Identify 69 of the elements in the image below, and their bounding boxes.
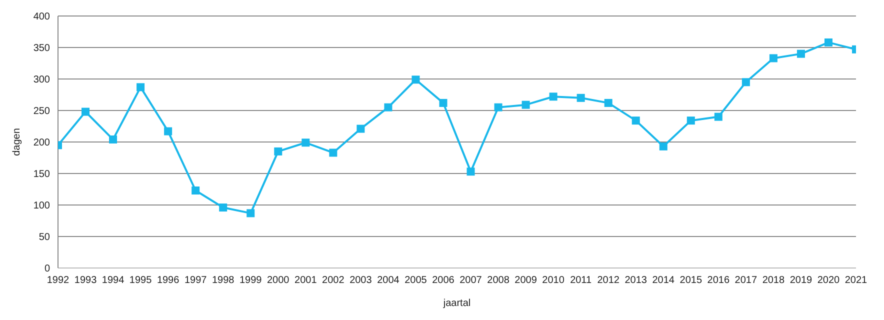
- point: [329, 148, 338, 157]
- point: [466, 168, 475, 176]
- x-tick-label: 1995: [129, 275, 152, 286]
- point: [82, 108, 90, 116]
- y-tick-label: 150: [33, 169, 50, 180]
- x-tick-label: 2013: [624, 275, 648, 286]
- y-tick-label: 400: [33, 12, 50, 23]
- point: [549, 92, 558, 101]
- x-tick-label: 2008: [487, 275, 510, 286]
- x-tick-label: 2012: [597, 275, 620, 286]
- x-tick-label: 2006: [432, 275, 455, 286]
- x-tick-label: 2011: [570, 275, 592, 286]
- point: [356, 124, 365, 133]
- point: [796, 50, 805, 58]
- point: [302, 138, 310, 147]
- x-tick-label: 2003: [350, 275, 372, 286]
- x-tick-label: 1997: [184, 275, 208, 286]
- point: [384, 103, 392, 112]
- x-tick-label: 2004: [377, 275, 400, 286]
- y-tick-label: 200: [33, 138, 50, 149]
- y-tick-label: 0: [44, 264, 50, 275]
- x-tick-label: 1994: [102, 275, 125, 286]
- x-tick-label: 1996: [156, 275, 180, 286]
- point: [686, 116, 695, 125]
- y-tick-label: 100: [33, 200, 50, 212]
- point: [494, 103, 502, 112]
- x-tick-label: 2017: [734, 275, 758, 286]
- x-tick-label: 2015: [680, 275, 702, 286]
- x-tick-label: 2009: [514, 275, 538, 286]
- point: [109, 135, 118, 144]
- x-tick-label: 2002: [322, 275, 345, 286]
- x-tick-label: 2020: [817, 275, 840, 286]
- point: [742, 78, 750, 86]
- point: [136, 83, 145, 92]
- x-tick-label: 1993: [74, 275, 98, 286]
- point: [439, 98, 448, 107]
- point: [604, 98, 612, 107]
- x-axis-title: jaartal: [442, 298, 471, 309]
- x-tick-label: 2014: [652, 275, 675, 286]
- x-tick-label: 2016: [707, 275, 730, 286]
- point: [246, 209, 255, 218]
- y-tick-label: 350: [33, 43, 50, 54]
- x-tick-label: 2018: [762, 275, 786, 286]
- point: [274, 147, 282, 156]
- x-tick-label: 2019: [790, 275, 813, 286]
- x-tick-label: 2010: [542, 275, 565, 286]
- point: [769, 54, 778, 62]
- point: [522, 100, 530, 109]
- point: [824, 38, 832, 46]
- x-tick-label: 1992: [46, 275, 70, 286]
- x-tick-label: 2001: [294, 275, 318, 286]
- point: [192, 186, 200, 195]
- point: [632, 116, 640, 125]
- y-tick-label: 250: [33, 106, 50, 118]
- x-tick-label: 1998: [212, 275, 235, 286]
- y-axis-title: dagen: [12, 128, 23, 156]
- point: [219, 204, 228, 212]
- point: [659, 142, 668, 150]
- x-tick-label: 2021: [844, 275, 868, 286]
- point: [164, 127, 172, 136]
- point: [714, 112, 722, 121]
- y-tick-label: 50: [38, 232, 50, 244]
- point: [576, 94, 585, 102]
- point: [412, 76, 420, 84]
- x-tick-label: 2000: [267, 275, 290, 286]
- x-tick-label: 1999: [239, 275, 262, 286]
- y-tick-label: 300: [33, 74, 50, 86]
- x-tick-label: 2005: [404, 275, 428, 286]
- x-tick-label: 2007: [460, 275, 482, 286]
